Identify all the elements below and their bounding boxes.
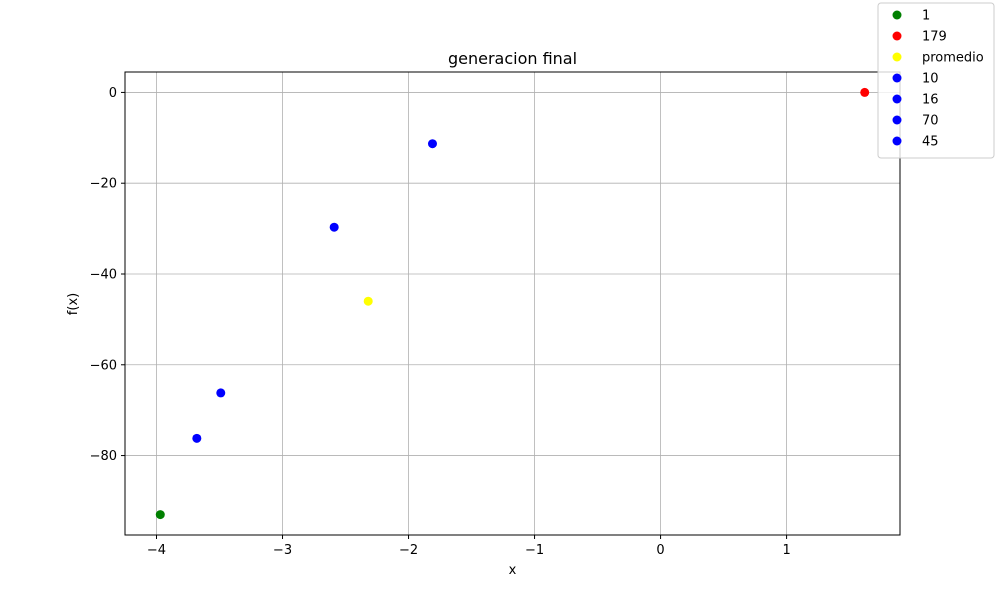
data-point <box>155 510 165 520</box>
legend-marker <box>892 136 902 146</box>
x-tick-label: −4 <box>147 543 166 558</box>
plot-area <box>124 71 901 536</box>
x-tick-label: 1 <box>782 543 790 558</box>
y-tick-label: 0 <box>109 86 117 101</box>
grid <box>125 72 900 535</box>
legend-frame <box>877 2 995 159</box>
chart-title: generacion final <box>448 49 577 68</box>
x-tick-label: −2 <box>399 543 418 558</box>
legend-label: 16 <box>922 93 939 108</box>
y-tick-label: −60 <box>90 358 117 373</box>
data-point <box>363 296 373 306</box>
x-tick-label: 0 <box>656 543 664 558</box>
x-tick-label: −3 <box>273 543 292 558</box>
legend-marker <box>892 94 902 104</box>
data-point <box>427 139 437 149</box>
data-point <box>216 388 226 398</box>
legend-label: 10 <box>922 72 939 87</box>
legend-label: 1 <box>922 9 930 24</box>
legend-marker <box>892 73 902 83</box>
legend-marker <box>892 52 902 62</box>
legend-marker <box>892 10 902 20</box>
x-tick-label: −1 <box>525 543 544 558</box>
y-tick-label: −40 <box>90 267 117 282</box>
legend-marker <box>892 31 902 41</box>
legend-label: 45 <box>922 135 939 150</box>
data-points <box>155 87 870 520</box>
y-axis-label: f(x) <box>66 293 81 315</box>
axis-ticks: −4 −3 −2 −1 0 1 0 −20 −40 −60 −80 <box>90 86 791 558</box>
legend-label: 179 <box>922 30 947 45</box>
legend-label: 70 <box>922 114 939 129</box>
data-point <box>329 222 339 232</box>
y-tick-label: −20 <box>90 177 117 192</box>
legend: 1 179 promedio 10 16 70 45 <box>877 2 995 159</box>
data-point <box>860 87 870 97</box>
x-axis-label: x <box>509 563 517 578</box>
legend-label: promedio <box>922 51 984 66</box>
legend-marker <box>892 115 902 125</box>
y-tick-label: −80 <box>90 449 117 464</box>
data-point <box>192 433 202 443</box>
